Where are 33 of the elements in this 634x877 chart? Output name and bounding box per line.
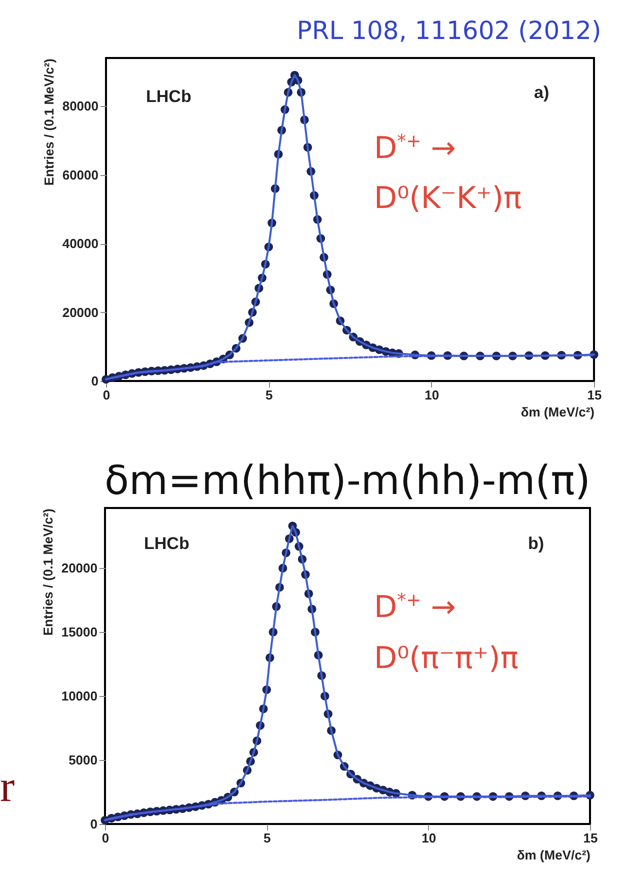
- text: r: [0, 762, 15, 811]
- y-tick-label: 40000: [62, 236, 98, 252]
- x-tick-label: 10: [422, 830, 436, 846]
- y-tick-label: 80000: [62, 98, 98, 114]
- annotation: LHCb: [144, 534, 190, 553]
- x-tick-label: 0: [102, 388, 110, 402]
- annotation: D⁰(K⁻K⁺)π: [374, 181, 522, 216]
- x-tick-label: 0: [102, 830, 110, 846]
- chart-title: δm=m(hhπ)-m(hh)-m(π): [104, 458, 590, 504]
- annotation: D$^{*+}$ →: [374, 131, 456, 166]
- x-tick-label: 5: [266, 388, 273, 402]
- y-tick-label: 10000: [61, 688, 98, 704]
- y-tick-label: 0: [91, 374, 98, 388]
- annotation: LHCb: [146, 87, 192, 106]
- annotation: D$^{*+}$ →: [374, 590, 456, 625]
- y-tick-label: 60000: [62, 167, 98, 182]
- annotation: a): [534, 83, 550, 102]
- x-tick-label: 15: [587, 388, 602, 402]
- x-axis-title: δm (MeV/c²): [516, 848, 590, 862]
- chart-title: PRL 108, 111602 (2012): [296, 16, 602, 45]
- x-tick-label: 5: [264, 830, 271, 846]
- y-tick-label: 5000: [68, 752, 98, 768]
- y-tick-label: 0: [90, 816, 98, 832]
- y-tick-label: 20000: [62, 304, 98, 320]
- y-axis-title: Entries / (0.1 MeV/c²): [40, 508, 56, 636]
- y-tick-label: 20000: [61, 560, 98, 576]
- annotation: b): [528, 534, 544, 553]
- annotation: D⁰(π⁻π⁺)π: [374, 641, 518, 676]
- x-tick-label: 15: [583, 830, 598, 846]
- y-axis-title: Entries / (0.1 MeV/c²): [41, 58, 56, 186]
- x-axis-title: δm (MeV/c²): [520, 404, 594, 420]
- x-tick-label: 10: [424, 388, 440, 402]
- y-tick-label: 15000: [61, 624, 98, 640]
